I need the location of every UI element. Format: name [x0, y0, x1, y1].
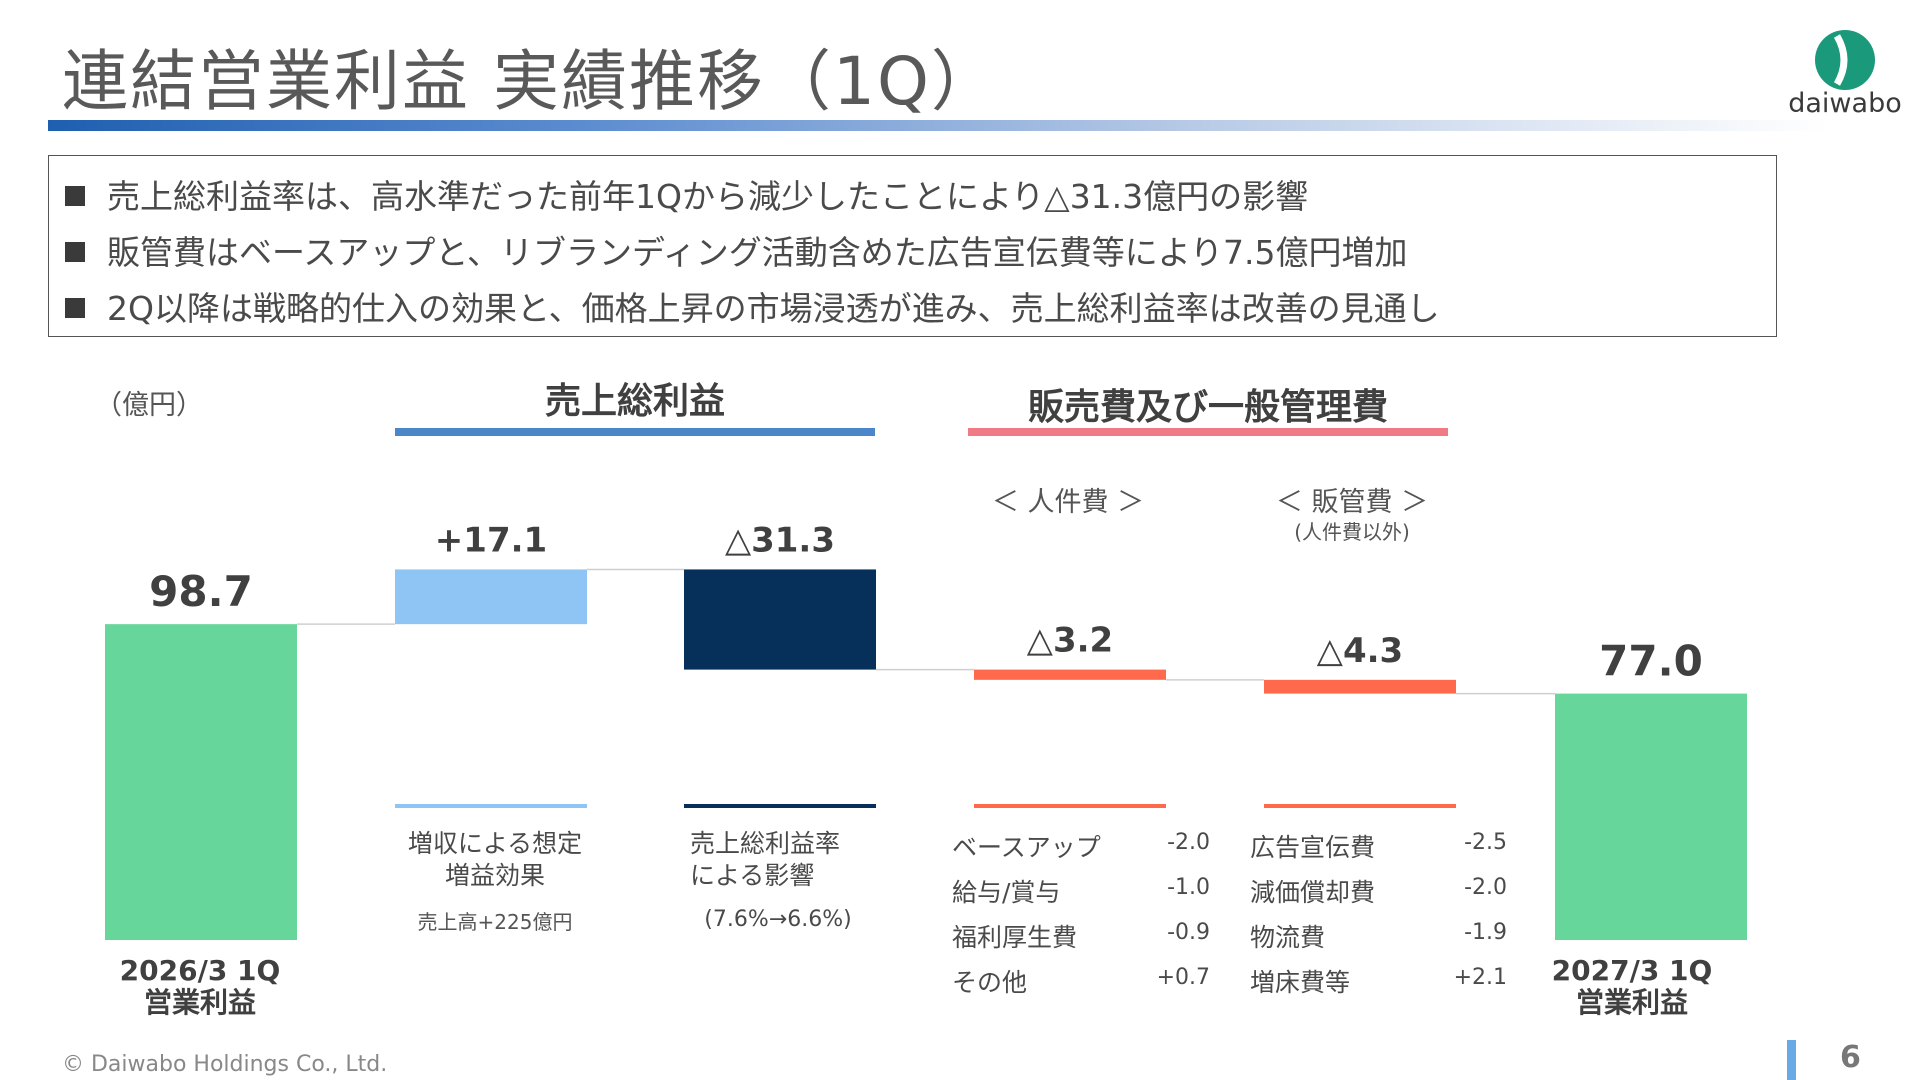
breakdown-item: 給与/賞与: [952, 878, 1061, 907]
bar-underline: [684, 804, 876, 808]
daiwabo-logo: [1815, 30, 1875, 90]
page-number-accent: [1787, 1040, 1796, 1080]
page-title: 連結営業利益 実績推移（1Q）: [62, 43, 999, 120]
page-number: 6: [1840, 1040, 1861, 1075]
admin-subheader: (人件費以外): [1294, 520, 1410, 544]
revenue-category-label: 増収による想定 増益効果: [407, 829, 583, 890]
bar-value-label: △4.3: [1317, 631, 1403, 671]
breakdown-value: -1.9: [1464, 920, 1507, 945]
section-sga-underline: [968, 428, 1448, 436]
waterfall-bar: [1264, 679, 1456, 694]
summary-box: 売上総利益率は、高水準だった前年1Qから減少したことにより△31.3億円の影響 …: [48, 155, 1777, 337]
bullet-square-icon: [65, 186, 85, 206]
bullet-square-icon: [65, 242, 85, 262]
breakdown-value: +0.7: [1156, 965, 1210, 990]
breakdown-value: -2.0: [1167, 830, 1210, 855]
breakdown-item: その他: [952, 968, 1028, 997]
section-sga-title: 販売費及び一般管理費: [1027, 387, 1388, 428]
bar-underline: [395, 804, 587, 808]
bar-value-label: 98.7: [149, 567, 253, 616]
bar-value-label: +17.1: [435, 520, 547, 560]
unit-label: （億円）: [95, 390, 203, 421]
waterfall-bar: [974, 669, 1166, 680]
breakdown-item: 広告宣伝費: [1250, 833, 1376, 862]
waterfall-bar: [684, 569, 876, 670]
breakdown-value: -1.0: [1167, 875, 1210, 900]
end-label: 2027/3 1Q 営業利益: [1551, 954, 1713, 1019]
breakdown-value: -0.9: [1167, 920, 1210, 945]
breakdown-value: +2.1: [1453, 965, 1507, 990]
breakdown-item: 増床費等: [1250, 968, 1351, 997]
breakdown-item: 減価償却費: [1250, 878, 1376, 907]
waterfall-bar: [105, 624, 297, 940]
title-underline: [48, 120, 1828, 131]
bullet-square-icon: [65, 298, 85, 318]
personnel-header: ＜ 人件費 ＞: [991, 487, 1145, 518]
summary-line-1: 売上総利益率は、高水準だった前年1Qから減少したことにより△31.3億円の影響: [65, 170, 1308, 218]
breakdown-value: -2.0: [1464, 875, 1507, 900]
section-gross-title: 売上総利益: [544, 381, 725, 422]
revenue-note: 売上高+225億円: [417, 910, 573, 934]
bar-underline: [974, 804, 1166, 808]
summary-line-2: 販管費はベースアップと、リブランディング活動含めた広告宣伝費等により7.5億円増…: [65, 226, 1408, 274]
admin-header: ＜ 販管費 ＞: [1275, 487, 1429, 518]
copyright: © Daiwabo Holdings Co., Ltd.: [62, 1052, 388, 1077]
bar-value-label: 77.0: [1599, 637, 1703, 686]
waterfall-bar: [1555, 693, 1747, 940]
margin-note: (7.6%→6.6%): [704, 907, 852, 932]
section-gross-underline: [395, 428, 875, 436]
margin-category-label: 売上総利益率 による影響: [690, 829, 841, 890]
summary-line-3: 2Q以降は戦略的仕入の効果と、価格上昇の市場浸透が進み、売上総利益率は改善の見通…: [65, 282, 1440, 330]
breakdown-item: 福利厚生費: [952, 923, 1078, 952]
waterfall-bar: [395, 569, 587, 625]
bar-value-label: △3.2: [1027, 621, 1113, 661]
bar-value-label: △31.3: [725, 520, 835, 560]
logo-text: daiwabo: [1788, 88, 1902, 119]
breakdown-item: 物流費: [1250, 923, 1326, 952]
start-label: 2026/3 1Q 営業利益: [119, 954, 281, 1019]
breakdown-value: -2.5: [1464, 830, 1507, 855]
bar-underline: [1264, 804, 1456, 808]
breakdown-item: ベースアップ: [952, 833, 1101, 862]
